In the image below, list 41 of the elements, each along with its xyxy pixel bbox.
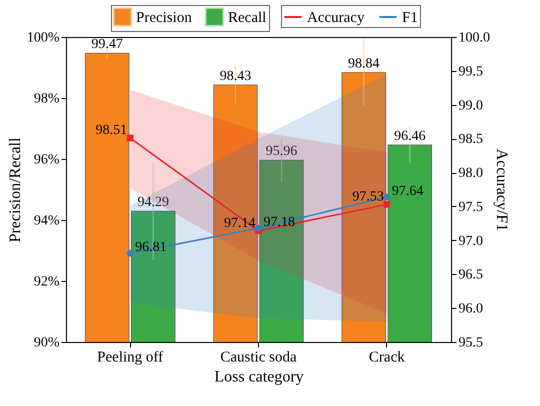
x-tick-label: Caustic soda [220,350,297,366]
y2-tick-label: 96.0 [458,302,483,317]
y2-tick-label: 99.5 [458,64,483,80]
y2-tick-label: 97.5 [458,200,483,215]
data-label: 95.96 [266,144,298,160]
legend-label: F1 [402,10,418,26]
point [126,250,134,257]
legend-label: Accuracy [307,10,365,26]
y-tick-label: 100% [26,30,60,46]
y-tick-label: 90% [34,336,60,350]
data-label: 98.51 [96,122,128,138]
y2-tick-label: 95.5 [458,336,483,350]
y2-tick-label: 97.0 [458,234,483,249]
legend-label: Precision [136,10,192,26]
data-label: 96.46 [394,128,426,144]
data-label: 99.47 [91,37,123,52]
x-axis-title: Loss category [214,368,304,386]
point [126,134,134,142]
y2-tick-label: 99.0 [458,98,483,114]
data-label: 97.14 [224,216,256,231]
y-tick-label: 94% [34,214,60,228]
y-tick-label: 96% [34,152,60,168]
data-label: 98.84 [348,56,380,72]
x-tick-label: Peeling off [97,350,164,366]
data-label: 97.53 [352,189,384,204]
y-axis-title: Precision/Recall [6,137,24,242]
y2-tick-label: 96.5 [458,268,483,283]
point [255,224,262,232]
y2-tick-label: 98.5 [458,132,483,148]
y2-axis-title: Accuracy/F1 [493,148,510,232]
y2-tick-label: 98.0 [458,166,483,182]
y-tick-label: 98% [34,92,60,106]
data-label: 97.64 [392,184,424,199]
point [383,194,390,200]
point [383,201,390,208]
legend-label: Recall [228,10,266,26]
y-tick-label: 92% [34,274,60,290]
x-tick-label: Crack [368,350,406,366]
y2-tick-label: 100.0 [458,30,490,46]
data-label: 98.43 [220,68,252,84]
data-label: 94.29 [137,195,169,210]
